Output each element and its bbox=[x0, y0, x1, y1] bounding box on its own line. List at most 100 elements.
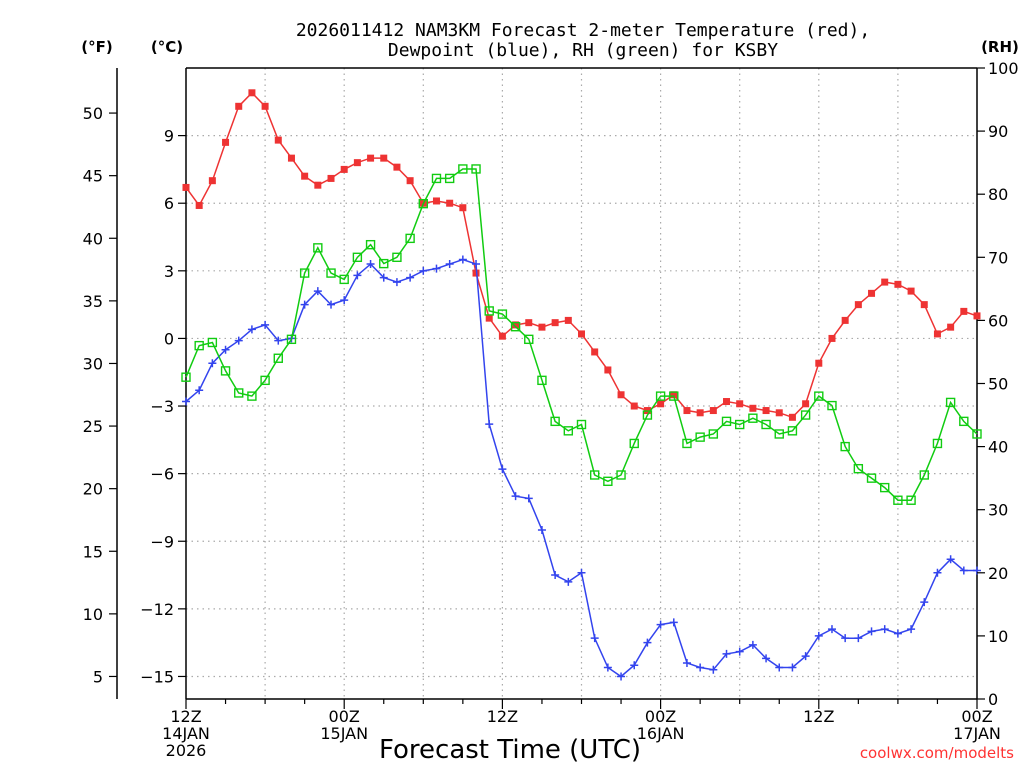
temperature-point bbox=[380, 154, 388, 162]
temperature-point bbox=[657, 400, 665, 408]
fahrenheit-tick-label: 15 bbox=[83, 542, 103, 561]
dewpoint-point bbox=[234, 336, 243, 345]
rh-point bbox=[616, 470, 626, 480]
dewpoint-point bbox=[511, 492, 520, 501]
rh-point bbox=[669, 391, 679, 401]
dewpoint-point bbox=[261, 320, 270, 329]
fahrenheit-tick-label: 35 bbox=[83, 292, 103, 311]
rh-point bbox=[550, 416, 560, 427]
temperature-point bbox=[736, 400, 744, 408]
temperature-point bbox=[723, 398, 731, 406]
dewpoint-point bbox=[300, 300, 309, 309]
temperature-point bbox=[551, 319, 559, 327]
chart-title-line1: 2026011412 NAM3KM Forecast 2-meter Tempe… bbox=[296, 20, 870, 41]
rh-point bbox=[418, 198, 428, 209]
dewpoint-point bbox=[221, 345, 230, 354]
rh-point bbox=[814, 391, 824, 401]
rh-point bbox=[629, 438, 639, 449]
dewpoint-point bbox=[696, 663, 705, 672]
dewpoint-point bbox=[274, 336, 283, 345]
temperature-point bbox=[933, 330, 941, 338]
temperature-point bbox=[683, 407, 691, 415]
rh-point bbox=[497, 309, 508, 319]
dewpoint-point bbox=[827, 625, 836, 634]
rh-tick-label: 10 bbox=[988, 627, 1008, 646]
dewpoint-point bbox=[801, 652, 810, 661]
temperature-point bbox=[907, 287, 915, 295]
fahrenheit-unit-label: (°F) bbox=[81, 38, 112, 56]
temperature-point bbox=[222, 138, 230, 146]
watermark: coolwx.com/modelts bbox=[860, 744, 1014, 762]
rh-point bbox=[510, 322, 521, 332]
temperature-point bbox=[393, 163, 401, 171]
temperature-point bbox=[815, 359, 823, 367]
rh-point bbox=[589, 470, 600, 480]
ticks-layer: 9630−3−6−9−12−15504540353025201510501020… bbox=[83, 59, 1019, 760]
rh-point bbox=[339, 274, 349, 285]
x-tick-label: 12Z bbox=[803, 707, 834, 726]
dewpoint-point bbox=[669, 618, 678, 627]
dewpoint-point bbox=[630, 661, 639, 670]
temperature-point bbox=[604, 366, 612, 374]
dewpoint-point bbox=[933, 568, 942, 577]
dewpoint-point bbox=[498, 465, 507, 474]
temperature-point bbox=[854, 301, 862, 309]
rh-tick-label: 30 bbox=[988, 501, 1008, 520]
fahrenheit-tick-label: 45 bbox=[83, 167, 103, 186]
x-axis-title: Forecast Time (UTC) bbox=[379, 735, 641, 765]
rh-line bbox=[185, 168, 978, 501]
dewpoint-point bbox=[406, 273, 415, 282]
temperature-point bbox=[538, 323, 546, 331]
celsius-tick-label: 6 bbox=[164, 194, 174, 213]
rh-point bbox=[392, 252, 402, 263]
dewpoint-point bbox=[485, 420, 494, 429]
rh-tick-label: 20 bbox=[988, 564, 1008, 583]
dewpoint-point bbox=[775, 663, 784, 672]
dewpoint-point bbox=[472, 260, 481, 269]
temperature-point bbox=[881, 278, 889, 286]
dewpoint-point bbox=[603, 663, 612, 672]
temperature-point bbox=[406, 177, 414, 185]
temperature-point bbox=[314, 181, 322, 189]
dewpoint-point bbox=[524, 494, 533, 503]
dewpoint-point bbox=[735, 647, 744, 656]
temperature-point bbox=[762, 407, 770, 415]
rh-point bbox=[220, 366, 231, 376]
dewpoint-point bbox=[366, 260, 375, 269]
rh-point bbox=[840, 441, 850, 452]
rh-point bbox=[326, 268, 336, 278]
rh-point bbox=[721, 416, 732, 427]
x-tick-label: 00Z bbox=[329, 707, 360, 726]
temperature-point bbox=[749, 404, 757, 412]
temperature-point bbox=[432, 197, 440, 205]
dewpoint-point bbox=[182, 397, 190, 406]
temperature-point bbox=[894, 280, 902, 288]
axes-layer bbox=[116, 67, 978, 700]
dewpoint-point bbox=[432, 264, 441, 273]
rh-point bbox=[273, 353, 283, 363]
x-tick-label: 17JAN bbox=[953, 724, 1001, 743]
rh-point bbox=[524, 334, 534, 345]
temperature-point bbox=[788, 413, 796, 421]
rh-tick-label: 60 bbox=[988, 311, 1008, 330]
temperature-point bbox=[182, 183, 190, 191]
series-layer bbox=[181, 89, 982, 681]
celsius-tick-label: 9 bbox=[164, 127, 174, 146]
dewpoint-point bbox=[762, 654, 771, 663]
temperature-point bbox=[340, 165, 348, 173]
temperature-point bbox=[327, 174, 335, 182]
dewpoint-point bbox=[327, 300, 336, 309]
temperature-point bbox=[617, 391, 625, 399]
temperature-point bbox=[208, 177, 216, 185]
rh-point bbox=[563, 426, 574, 436]
rh-point bbox=[880, 482, 890, 493]
temperature-point bbox=[485, 314, 493, 322]
dewpoint-point bbox=[643, 638, 652, 647]
temperature-point bbox=[459, 204, 467, 212]
rh-point bbox=[299, 268, 310, 278]
rh-point bbox=[761, 419, 771, 430]
dewpoint-point bbox=[551, 571, 560, 580]
dewpoint-point bbox=[814, 631, 823, 640]
rh-point bbox=[735, 419, 745, 430]
rh-point bbox=[405, 233, 415, 244]
